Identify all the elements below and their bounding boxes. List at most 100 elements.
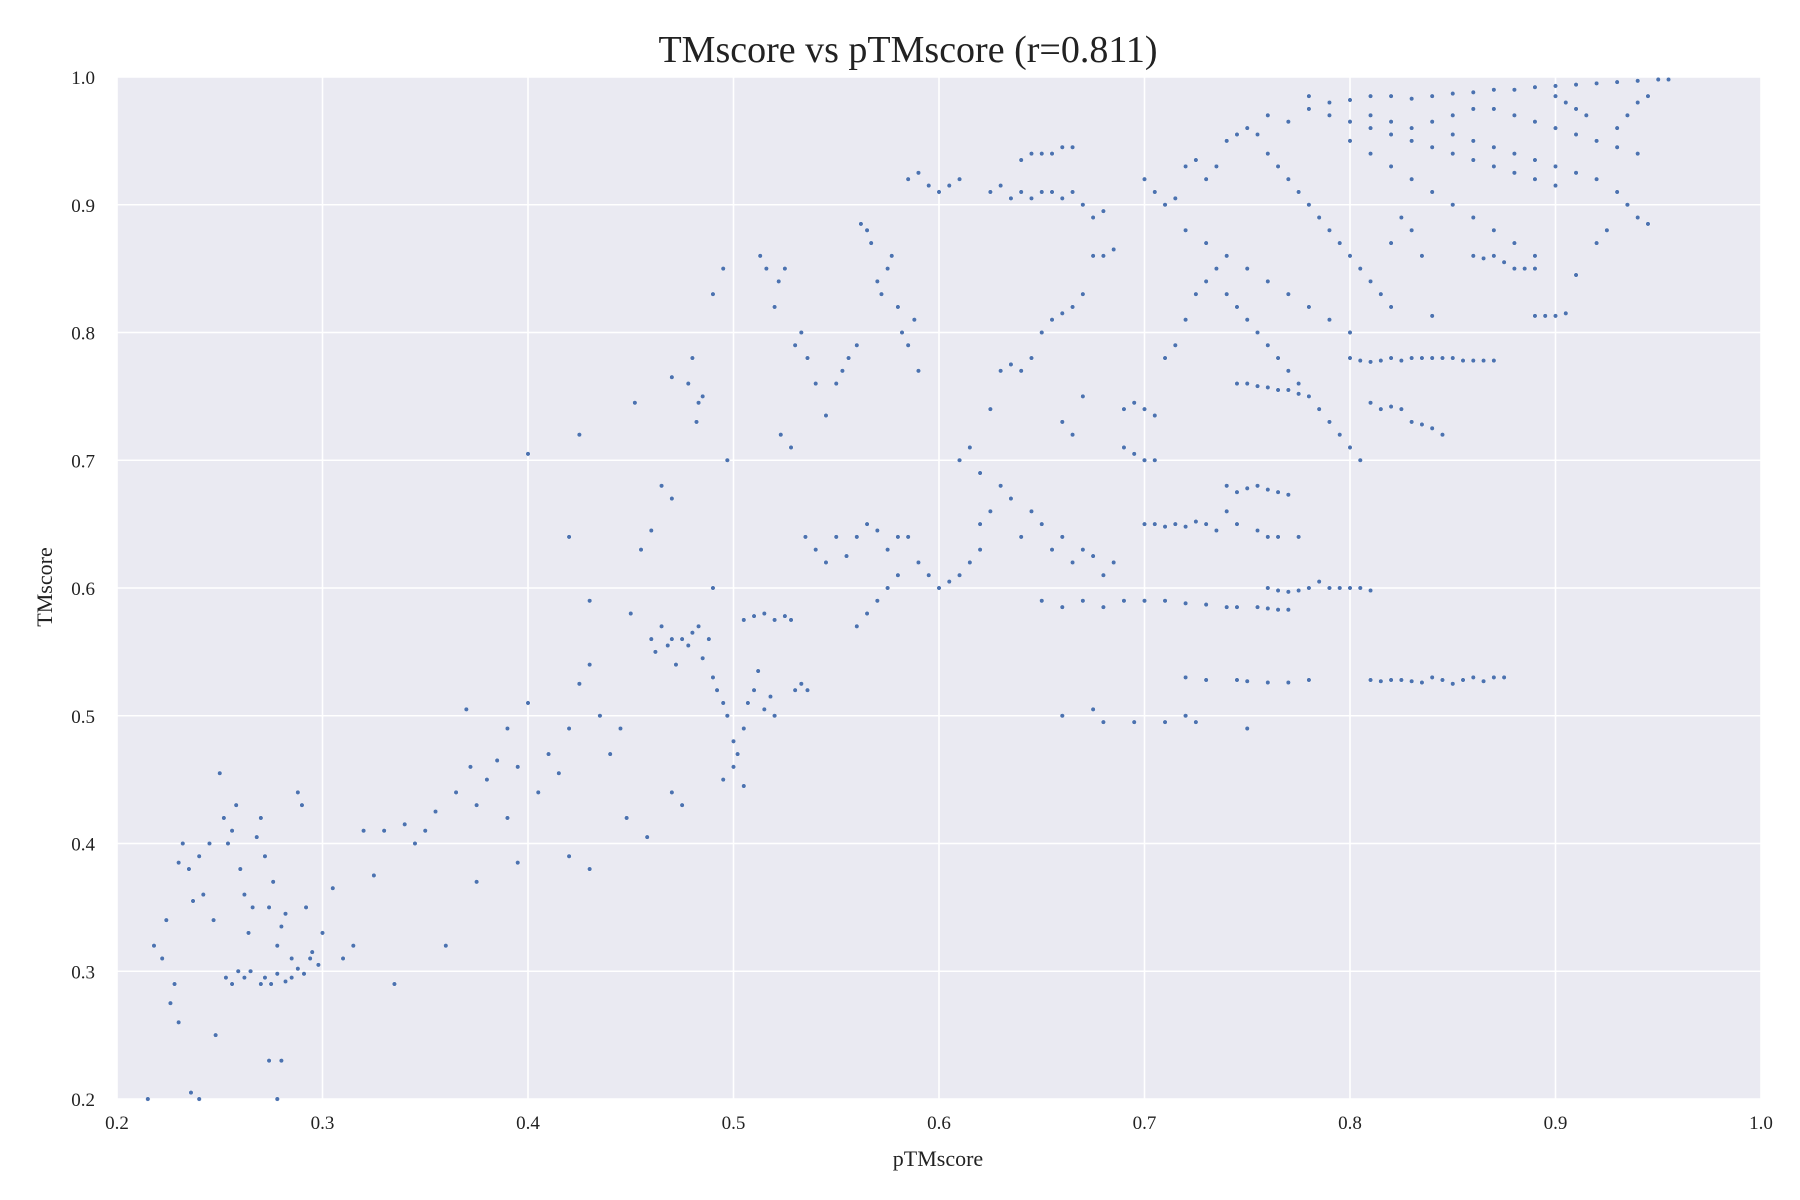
data-point [1563,310,1569,316]
data-point [1460,677,1466,683]
data-point [1429,425,1435,431]
data-point [282,911,289,917]
data-point [1049,317,1055,323]
data-point [282,978,289,985]
data-point [340,955,346,962]
data-point [1326,585,1332,591]
data-point [967,559,973,566]
data-point [361,828,367,834]
data-point [301,971,307,977]
data-point [720,777,726,783]
data-point [895,572,901,578]
y-tick-label: 0.4 [71,835,95,856]
data-point [1234,521,1240,527]
data-point [1511,112,1517,118]
data-point [225,840,231,847]
data-point [254,834,260,840]
data-point [1039,151,1045,157]
data-point [213,1032,219,1038]
data-point [905,342,911,348]
data-point [1224,291,1230,297]
data-point [566,725,572,732]
data-point [576,432,582,438]
data-point [1275,163,1281,169]
data-point [1008,496,1014,502]
data-point [1059,310,1065,316]
data-point [274,943,280,949]
data-point [1254,329,1261,336]
data-point [278,1058,284,1064]
data-point [1306,393,1312,399]
data-point [1347,355,1353,361]
y-tick-label: 0.9 [71,196,95,217]
data-point [1059,534,1065,540]
data-point [689,355,695,361]
data-point [241,892,247,898]
data-point [1429,93,1435,99]
data-point [1635,151,1641,157]
data-point [1193,291,1199,297]
data-point [724,457,730,463]
data-point [1162,524,1168,530]
data-point [804,687,811,693]
data-point [1439,432,1446,438]
data-point [576,681,582,687]
data-point [957,176,963,182]
data-point [889,253,895,259]
data-point [1111,559,1117,566]
data-point [1059,604,1065,610]
data-point [1357,358,1363,364]
data-point [330,885,336,891]
data-point [1244,266,1250,272]
data-point [957,572,963,578]
data-point [1285,119,1291,125]
data-point [1080,393,1086,399]
data-point [1388,131,1394,138]
data-point [1275,607,1281,613]
data-point [1193,157,1199,163]
data-point [1645,93,1651,99]
data-point [967,444,973,451]
data-point [1655,77,1661,83]
data-point [1275,489,1281,495]
data-point [1059,713,1065,719]
data-point [1388,163,1394,169]
data-point [926,572,932,578]
data-point [864,611,870,617]
data-point [432,809,439,815]
data-point [839,368,845,374]
data-point [648,527,654,534]
data-point [1070,304,1076,310]
data-point [587,598,593,604]
data-point [1141,406,1148,412]
data-point [1275,588,1281,594]
data-point [946,183,952,189]
data-point [1511,240,1517,246]
data-point [1419,355,1425,361]
data-point [1594,80,1600,86]
data-point [1439,677,1446,683]
data-point [1450,355,1456,361]
data-point [1368,93,1374,99]
data-point [1039,598,1045,604]
data-point [1522,266,1528,272]
data-point [1244,725,1250,732]
data-point [278,923,284,930]
data-point [1583,112,1589,118]
y-tick-label: 0.6 [71,579,95,600]
data-point [1234,131,1240,138]
data-point [607,751,613,757]
data-point [1511,87,1517,93]
data-point [1121,406,1127,412]
data-point [159,955,165,962]
data-point [1090,553,1096,559]
data-point [1573,82,1579,88]
data-point [309,949,315,955]
data-point [1172,342,1178,348]
data-point [1049,189,1055,195]
data-point [274,971,280,977]
data-point [188,1090,194,1096]
y-tick-label: 0.8 [71,324,95,345]
data-point [1121,598,1127,604]
data-point [171,981,178,987]
